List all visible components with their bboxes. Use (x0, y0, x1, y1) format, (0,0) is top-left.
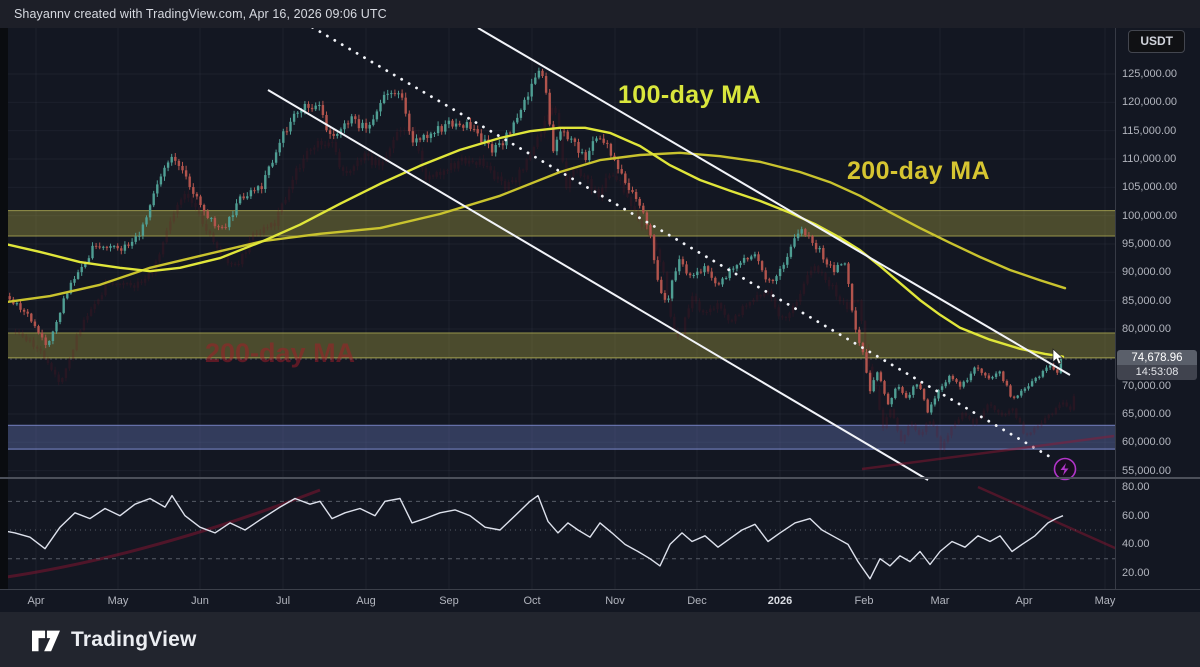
main-chart-canvas[interactable]: 200-day MA (0, 28, 1115, 590)
last-price-badge: 74,678.96 14:53:08 (1117, 350, 1197, 380)
footer-bar: TradingView (0, 612, 1200, 667)
watermark-bar: Shayannv created with TradingView.com, A… (0, 0, 1200, 28)
price-axis-label: 120,000.00 (1122, 96, 1178, 109)
rsi-axis-label: 20.00 (1122, 567, 1150, 580)
watermark-text: Shayannv created with TradingView.com, A… (14, 7, 387, 21)
currency-toggle-button[interactable]: USDT (1128, 30, 1185, 53)
price-axis-label: 95,000.00 (1122, 237, 1171, 250)
tradingview-logo-icon (32, 630, 60, 652)
rsi-axis-label: 80.00 (1122, 481, 1150, 493)
tradingview-logo-text: TradingView (71, 628, 197, 651)
time-axis-label: 2026 (767, 595, 793, 607)
time-axis-label: Jul (275, 595, 291, 607)
time-axis-label: Sep (439, 595, 459, 607)
rsi-axis-label: 40.00 (1122, 538, 1150, 551)
left-gutter (0, 28, 8, 590)
time-axis-label: May (1094, 595, 1116, 607)
price-axis-label: 125,000.00 (1122, 68, 1178, 80)
ma100-annotation-label: 100-day MA (618, 81, 761, 109)
tradingview-logo[interactable]: TradingView (30, 626, 197, 654)
price-axis-label: 70,000.00 (1122, 379, 1171, 392)
price-axis-label: 100,000.00 (1122, 209, 1178, 222)
mouse-cursor (1052, 348, 1064, 365)
lightning-alert-icon[interactable] (1053, 457, 1077, 481)
time-axis-label: Jun (191, 595, 209, 607)
time-axis-label: Feb (854, 595, 874, 607)
price-axis-label: 55,000.00 (1122, 464, 1171, 477)
bar-countdown: 14:53:08 (1117, 365, 1197, 380)
last-price-value: 74,678.96 (1117, 350, 1197, 365)
time-axis-separator (0, 589, 1200, 590)
time-axis-label: Dec (687, 595, 707, 607)
time-axis-label: Oct (523, 595, 541, 607)
price-axis-label: 80,000.00 (1122, 322, 1171, 335)
time-axis-label: Aug (356, 595, 376, 607)
price-axis-label: 115,000.00 (1122, 124, 1177, 137)
rsi-axis-label: 60.00 (1122, 509, 1150, 522)
price-axis-label: 85,000.00 (1122, 294, 1171, 307)
price-axis-border (1115, 28, 1116, 590)
pane-separator[interactable] (0, 477, 1200, 479)
price-axis-label: 60,000.00 (1122, 436, 1171, 449)
ma200-annotation-label: 200-day MA (847, 157, 990, 185)
price-axis-label: 110,000.00 (1122, 152, 1177, 165)
time-axis-label: Mar (930, 595, 950, 607)
time-axis-label: Apr (27, 595, 45, 607)
price-axis-label: 105,000.00 (1122, 181, 1178, 194)
time-axis-label: Nov (605, 595, 625, 607)
svg-text:200-day MA: 200-day MA (205, 338, 355, 368)
time-axis-label: May (107, 595, 129, 607)
price-axis-label: 65,000.00 (1122, 407, 1171, 420)
price-axis-label: 90,000.00 (1122, 266, 1171, 279)
time-axis-label: Apr (1015, 595, 1033, 607)
